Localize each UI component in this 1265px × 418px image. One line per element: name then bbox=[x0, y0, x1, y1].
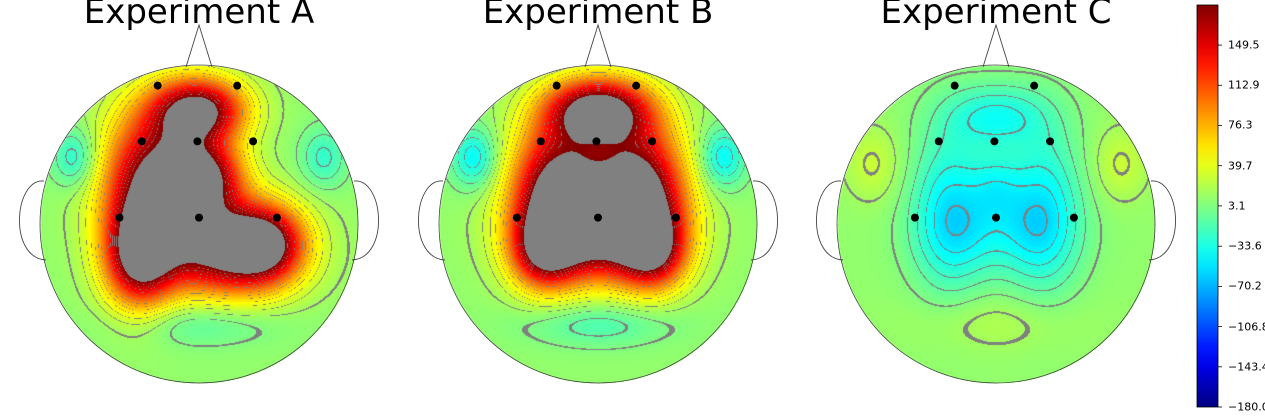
head-outline bbox=[438, 64, 758, 384]
electrode-marker bbox=[193, 137, 202, 146]
electrode-marker bbox=[536, 137, 545, 146]
colorbar-tick-label: 112.9 bbox=[1228, 78, 1260, 92]
electrode-marker bbox=[992, 213, 1000, 222]
electrode-marker bbox=[1069, 213, 1078, 222]
electrode-marker bbox=[512, 213, 521, 222]
electrode-marker bbox=[594, 213, 602, 222]
right-ear-outline bbox=[351, 180, 379, 261]
electrode-marker bbox=[950, 81, 959, 90]
electrode-marker bbox=[195, 213, 203, 222]
panel-title-b: Experiment B bbox=[482, 0, 714, 32]
colorbar-tick-label: 76.3 bbox=[1228, 118, 1253, 132]
electrode-marker bbox=[1030, 81, 1039, 90]
head-panel-1 bbox=[19, 23, 379, 384]
electrode-marker bbox=[552, 81, 561, 90]
panel-title-c: Experiment C bbox=[880, 0, 1112, 32]
panel-title-a: Experiment A bbox=[83, 0, 315, 32]
electrode-marker bbox=[1046, 137, 1055, 146]
nose-outline bbox=[584, 23, 612, 68]
electrode-marker bbox=[272, 213, 281, 222]
electrode-marker bbox=[934, 137, 943, 146]
right-ear-outline bbox=[1148, 180, 1176, 261]
colorbar-tick-label: 39.7 bbox=[1228, 159, 1253, 173]
colorbar-tick-label: −143.4 bbox=[1228, 360, 1265, 374]
electrode-marker bbox=[153, 81, 162, 90]
colorbar-tick-label: −106.8 bbox=[1228, 320, 1265, 334]
colorbar-tick-label: −70.2 bbox=[1228, 279, 1262, 293]
left-ear-outline bbox=[816, 180, 844, 261]
colorbar-tick-label: 3.1 bbox=[1228, 199, 1246, 213]
electrode-marker bbox=[115, 213, 124, 222]
right-ear-outline bbox=[750, 180, 778, 261]
electrode-marker bbox=[632, 81, 641, 90]
head-outline bbox=[836, 64, 1156, 384]
head-outline bbox=[39, 64, 359, 384]
electrode-marker bbox=[592, 137, 601, 146]
electrode-marker bbox=[990, 137, 999, 146]
colorbar-tick-label: 149.5 bbox=[1228, 38, 1260, 52]
colorbar bbox=[1196, 4, 1219, 408]
electrode-marker bbox=[671, 213, 680, 222]
nose-outline bbox=[982, 23, 1010, 68]
nose-outline bbox=[185, 23, 213, 68]
head-panel-3 bbox=[816, 23, 1176, 384]
colorbar-tick-label: −33.6 bbox=[1228, 239, 1262, 253]
electrode-marker bbox=[233, 81, 242, 90]
colorbar-tick-label: −180.0 bbox=[1228, 400, 1265, 414]
electrode-marker bbox=[910, 213, 919, 222]
electrode-marker bbox=[648, 137, 657, 146]
head-panel-2 bbox=[418, 23, 778, 384]
electrode-marker bbox=[249, 137, 258, 146]
left-ear-outline bbox=[19, 180, 47, 261]
left-ear-outline bbox=[418, 180, 446, 261]
electrode-marker bbox=[137, 137, 146, 146]
